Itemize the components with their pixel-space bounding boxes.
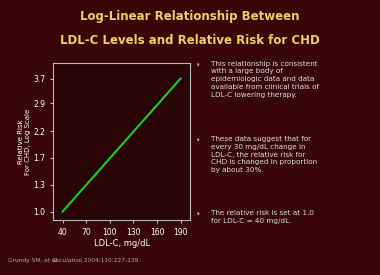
Text: Log-Linear Relationship Between: Log-Linear Relationship Between <box>80 10 300 23</box>
Text: •: • <box>196 210 200 219</box>
Text: •: • <box>196 60 200 70</box>
Text: Grundy SM, et al.: Grundy SM, et al. <box>8 258 60 263</box>
Text: LDL-C Levels and Relative Risk for CHD: LDL-C Levels and Relative Risk for CHD <box>60 34 320 47</box>
Text: •: • <box>196 136 200 145</box>
Text: The relative risk is set at 1.0
for LDL-C = 40 mg/dL.: The relative risk is set at 1.0 for LDL-… <box>211 210 314 224</box>
Text: This relationship is consistent
with a large body of
epidemiologic data and data: This relationship is consistent with a l… <box>211 60 318 98</box>
Y-axis label: Relative Risk
For CHD, Log Scale: Relative Risk For CHD, Log Scale <box>17 109 31 175</box>
Text: These data suggest that for
every 30 mg/dL change in
LDL-C, the relative risk fo: These data suggest that for every 30 mg/… <box>211 136 317 173</box>
Text: Circulation: Circulation <box>51 258 83 263</box>
X-axis label: LDL-C, mg/dL: LDL-C, mg/dL <box>93 240 150 248</box>
Text: . 2004;110:227-239.: . 2004;110:227-239. <box>80 258 140 263</box>
